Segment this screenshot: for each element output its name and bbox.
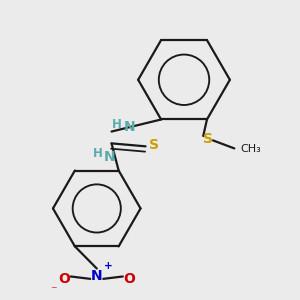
Text: N: N	[91, 269, 103, 283]
Text: O: O	[123, 272, 135, 286]
Text: CH₃: CH₃	[241, 144, 262, 154]
Text: O: O	[58, 272, 70, 286]
Text: H: H	[112, 118, 122, 130]
Text: N: N	[124, 120, 135, 134]
Text: S: S	[149, 138, 159, 152]
Text: ⁻: ⁻	[51, 284, 57, 297]
Text: N: N	[104, 150, 116, 164]
Text: H: H	[92, 148, 102, 160]
Text: S: S	[203, 132, 213, 146]
Text: +: +	[103, 260, 112, 271]
